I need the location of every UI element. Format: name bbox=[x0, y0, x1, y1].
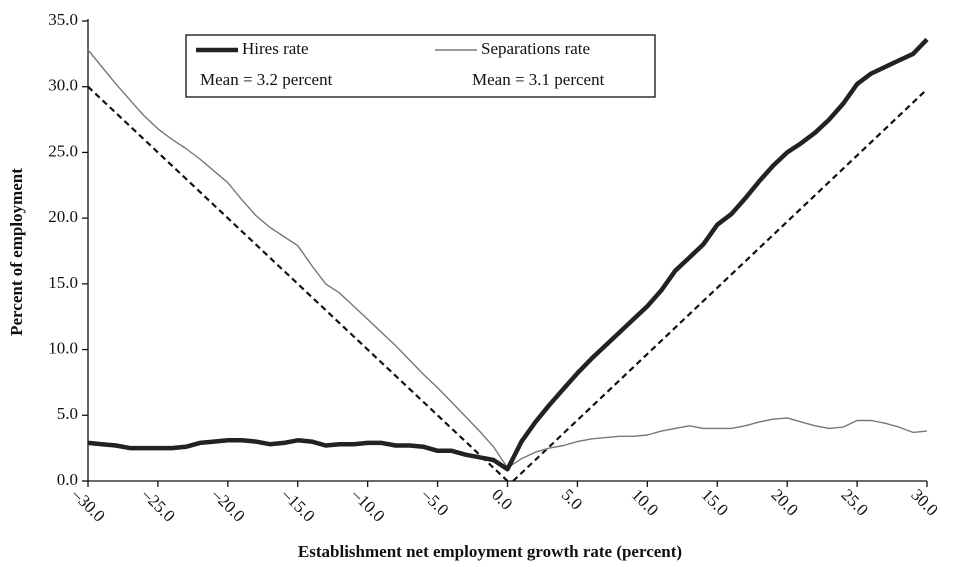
x-tick-label: –10.0 bbox=[347, 484, 388, 525]
x-tick-label: –25.0 bbox=[138, 484, 179, 525]
legend-box bbox=[185, 34, 656, 98]
x-tick-label: –30.0 bbox=[68, 484, 109, 525]
y-tick-label: 5.0 bbox=[57, 404, 78, 423]
y-tick-label: 15.0 bbox=[48, 273, 78, 292]
x-axis-label: Establishment net employment growth rate… bbox=[298, 542, 682, 561]
legend-note: Mean = 3.1 percent bbox=[472, 70, 605, 89]
x-tick-label: 25.0 bbox=[837, 485, 871, 519]
y-axis-label: Percent of employment bbox=[7, 168, 26, 336]
x-tick-label: 5.0 bbox=[558, 485, 586, 513]
reference-line bbox=[512, 88, 928, 482]
x-tick-label: 15.0 bbox=[698, 485, 732, 519]
legend-label: Hires rate bbox=[242, 39, 309, 58]
series-line bbox=[87, 37, 929, 472]
legend-note: Mean = 3.2 percent bbox=[200, 70, 333, 89]
y-tick-label: 20.0 bbox=[48, 207, 78, 226]
x-tick-label: 0.0 bbox=[488, 485, 516, 513]
x-tick-label: –20.0 bbox=[208, 484, 249, 525]
x-tick-label: –5.0 bbox=[417, 484, 452, 519]
reference-line bbox=[87, 85, 509, 482]
x-tick-label: 30.0 bbox=[907, 485, 941, 519]
y-tick-label: 30.0 bbox=[48, 76, 78, 95]
x-tick-label: 20.0 bbox=[768, 485, 802, 519]
legend-label: Separations rate bbox=[481, 39, 590, 58]
y-tick-label: 25.0 bbox=[48, 141, 78, 160]
y-tick-label: 35.0 bbox=[48, 10, 78, 29]
y-tick-label: 10.0 bbox=[48, 338, 78, 357]
x-tick-label: 10.0 bbox=[628, 485, 662, 519]
y-tick-label: 0.0 bbox=[57, 470, 78, 489]
series-line bbox=[87, 49, 928, 469]
x-tick-label: –15.0 bbox=[277, 484, 318, 525]
